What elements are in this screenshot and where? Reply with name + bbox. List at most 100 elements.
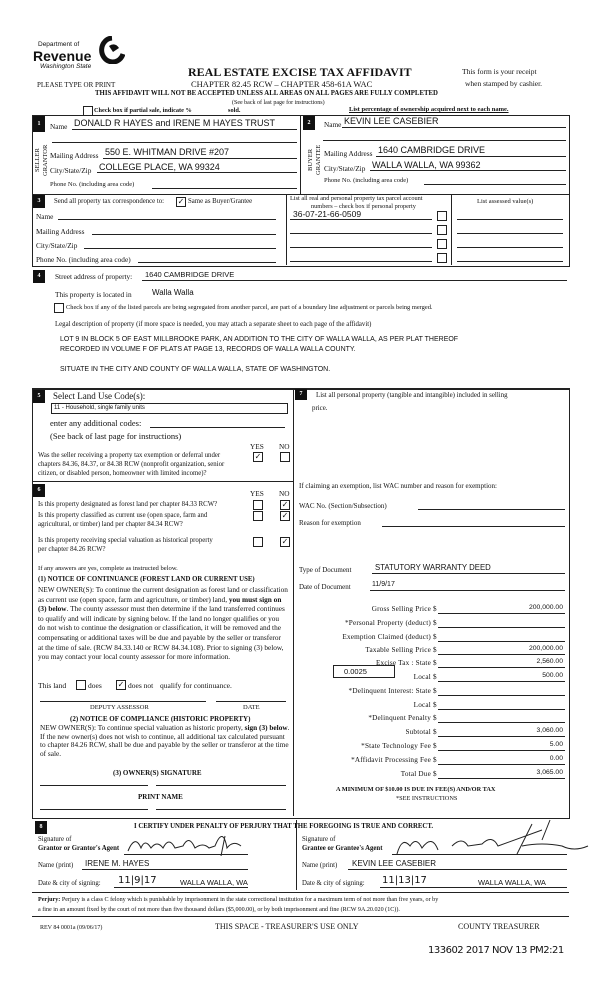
correspondence-name-label: Name bbox=[36, 212, 54, 221]
segregated-checkbox[interactable] bbox=[54, 303, 64, 313]
local-rate-box[interactable]: 0.0025 bbox=[333, 665, 395, 678]
seller-city-label: City/State/Zip bbox=[50, 166, 92, 175]
document-date-field[interactable]: 11/9/17 bbox=[372, 581, 395, 588]
personal-property-label-2: price. bbox=[312, 405, 328, 412]
fee-row: *Delinquent Interest: State $ bbox=[296, 686, 568, 698]
grantor-date-city-label: Date & city of signing: bbox=[38, 880, 101, 887]
fee-value-field[interactable] bbox=[438, 618, 565, 628]
current-use-yes-checkbox[interactable] bbox=[253, 511, 263, 521]
assessed-value-field[interactable] bbox=[457, 261, 563, 262]
grantee-name-field[interactable]: KEVIN LEE CASEBIER bbox=[352, 859, 437, 868]
segregated-label: Check box if any of the listed parcels a… bbox=[66, 304, 433, 311]
current-use-no-checkbox[interactable]: ✓ bbox=[280, 511, 290, 521]
historic-yes-checkbox[interactable] bbox=[253, 537, 263, 547]
wac-number-field[interactable] bbox=[418, 509, 565, 510]
fee-value-field[interactable]: 2,560.00 bbox=[438, 658, 565, 668]
fee-value-field[interactable] bbox=[438, 686, 565, 696]
underline bbox=[342, 127, 566, 128]
assessor-date-field[interactable] bbox=[216, 701, 286, 702]
grantee-signature-field[interactable] bbox=[392, 816, 592, 856]
does-qualify-checkbox[interactable] bbox=[76, 680, 86, 690]
underline bbox=[376, 156, 566, 157]
fee-value: 3,065.00 bbox=[536, 769, 563, 776]
notice1-text-bold: you must sign on (3) below bbox=[38, 594, 282, 614]
grantee-date-field[interactable]: 11|13|17 bbox=[382, 875, 427, 886]
partial-sale-label: Check box if partial sale, indicate % bbox=[94, 107, 192, 114]
buyer-name-label: Name bbox=[324, 120, 342, 129]
forest-land-no-checkbox[interactable]: ✓ bbox=[280, 500, 290, 510]
currency-symbol: $ bbox=[433, 687, 437, 695]
fee-row: *Personal Property (deduct) $ bbox=[296, 618, 568, 630]
correspondence-mailing-field[interactable] bbox=[92, 234, 276, 235]
exemption-no-checkbox[interactable] bbox=[280, 452, 290, 462]
seller-mailing-field[interactable]: 550 E. WHITMAN DRIVE #207 bbox=[105, 147, 230, 157]
fee-value-field[interactable] bbox=[438, 632, 565, 642]
notice1-text-a: NEW OWNER(S): To continue the current de… bbox=[38, 585, 288, 604]
assessed-value-field[interactable] bbox=[457, 247, 563, 248]
correspondence-name-field[interactable] bbox=[58, 219, 276, 220]
grantor-date-field[interactable]: 11|9|17 bbox=[118, 875, 157, 886]
correspondence-phone-field[interactable] bbox=[138, 262, 276, 263]
print-name-field[interactable] bbox=[156, 809, 286, 810]
deputy-assessor-signature-field[interactable] bbox=[40, 701, 206, 702]
exemption-yes-checkbox[interactable]: ✓ bbox=[253, 452, 263, 462]
fee-value-field[interactable]: 3,060.00 bbox=[438, 727, 565, 737]
underline bbox=[114, 887, 248, 888]
personal-property-checkbox[interactable] bbox=[437, 253, 447, 263]
buyer-city-label: City/State/Zip bbox=[324, 164, 366, 173]
correspondence-city-field[interactable] bbox=[84, 248, 276, 249]
fee-label: Taxable Selling Price bbox=[365, 646, 431, 654]
grantor-signature-field[interactable] bbox=[123, 826, 253, 856]
personal-property-checkbox[interactable] bbox=[437, 225, 447, 235]
seller-name-field[interactable]: DONALD R HAYES and IRENE M HAYES TRUST bbox=[74, 118, 276, 128]
fee-value-field[interactable]: 200,000.00 bbox=[438, 645, 565, 655]
parties-box bbox=[32, 115, 570, 267]
assessed-value-field[interactable] bbox=[457, 233, 563, 234]
buyer-city-field[interactable]: WALLA WALLA, WA 99362 bbox=[372, 160, 481, 170]
fee-label: Gross Selling Price bbox=[371, 605, 431, 613]
parcel-number-field[interactable]: 36-07-21-66-0509 bbox=[293, 209, 362, 219]
fee-value-field[interactable]: 200,000.00 bbox=[438, 604, 565, 614]
document-date-label: Date of Document bbox=[299, 583, 351, 591]
exemption-question-line: chapters 84.36, 84.37, or 84.38 RCW (non… bbox=[38, 461, 225, 468]
fee-value-field[interactable] bbox=[438, 713, 565, 723]
underline bbox=[392, 854, 567, 855]
buyer-phone-field[interactable] bbox=[424, 184, 566, 185]
fee-value-field[interactable]: 5.00 bbox=[438, 741, 565, 751]
fee-value-field[interactable]: 500.00 bbox=[438, 672, 565, 682]
street-address-field[interactable]: 1640 CAMBRIDGE DRIVE bbox=[145, 270, 235, 279]
fee-value-field[interactable]: 0.00 bbox=[438, 755, 565, 765]
notice2-text-b: . If the new owner(s) does not wish to c… bbox=[40, 723, 290, 758]
same-as-buyer-checkbox[interactable]: ✓ bbox=[176, 197, 186, 207]
located-in-field[interactable]: Walla Walla bbox=[152, 288, 194, 297]
buyer-name-field[interactable]: KEVIN LEE CASEBIER bbox=[344, 116, 439, 126]
additional-codes-field[interactable] bbox=[150, 427, 285, 428]
owner-signature-field[interactable] bbox=[156, 785, 286, 786]
historic-no-checkbox[interactable]: ✓ bbox=[280, 537, 290, 547]
exemption-reason-field[interactable] bbox=[382, 526, 565, 527]
treasurer-use-label: THIS SPACE - TREASURER'S USE ONLY bbox=[215, 922, 359, 931]
land-use-code-select[interactable]: 11 - Household, single family units bbox=[51, 403, 288, 414]
buyer-mailing-field[interactable]: 1640 CAMBRIDGE DRIVE bbox=[378, 145, 486, 155]
owner-signature-field[interactable] bbox=[40, 785, 148, 786]
section-number-8: 8 bbox=[35, 821, 47, 834]
grantor-name-field[interactable]: IRENE M. HAYES bbox=[85, 859, 150, 868]
assessed-value-field[interactable] bbox=[457, 219, 563, 220]
underline bbox=[124, 854, 248, 855]
fee-value-field[interactable]: 3,065.00 bbox=[438, 769, 565, 779]
fee-value: 0.00 bbox=[549, 755, 563, 762]
fee-value-field[interactable] bbox=[438, 700, 565, 710]
affidavit-warning: THIS AFFIDAVIT WILL NOT BE ACCEPTED UNLE… bbox=[95, 90, 438, 97]
does-not-qualify-checkbox[interactable]: ✓ bbox=[116, 680, 126, 690]
seller-phone-field[interactable] bbox=[152, 188, 297, 189]
personal-property-checkbox[interactable] bbox=[437, 211, 447, 221]
forest-land-yes-checkbox[interactable] bbox=[253, 500, 263, 510]
seller-city-field[interactable]: COLLEGE PLACE, WA 99324 bbox=[99, 162, 220, 172]
historic-question: Is this property receiving special valua… bbox=[38, 537, 213, 544]
local-rate-value: 0.0025 bbox=[344, 667, 367, 676]
grantor-city-field[interactable]: WALLA WALLA, WA bbox=[180, 878, 248, 887]
document-type-field[interactable]: STATUTORY WARRANTY DEED bbox=[375, 563, 491, 572]
grantee-city-field[interactable]: WALLA WALLA, WA bbox=[478, 878, 546, 887]
print-name-field[interactable] bbox=[40, 809, 148, 810]
personal-property-checkbox[interactable] bbox=[437, 239, 447, 249]
